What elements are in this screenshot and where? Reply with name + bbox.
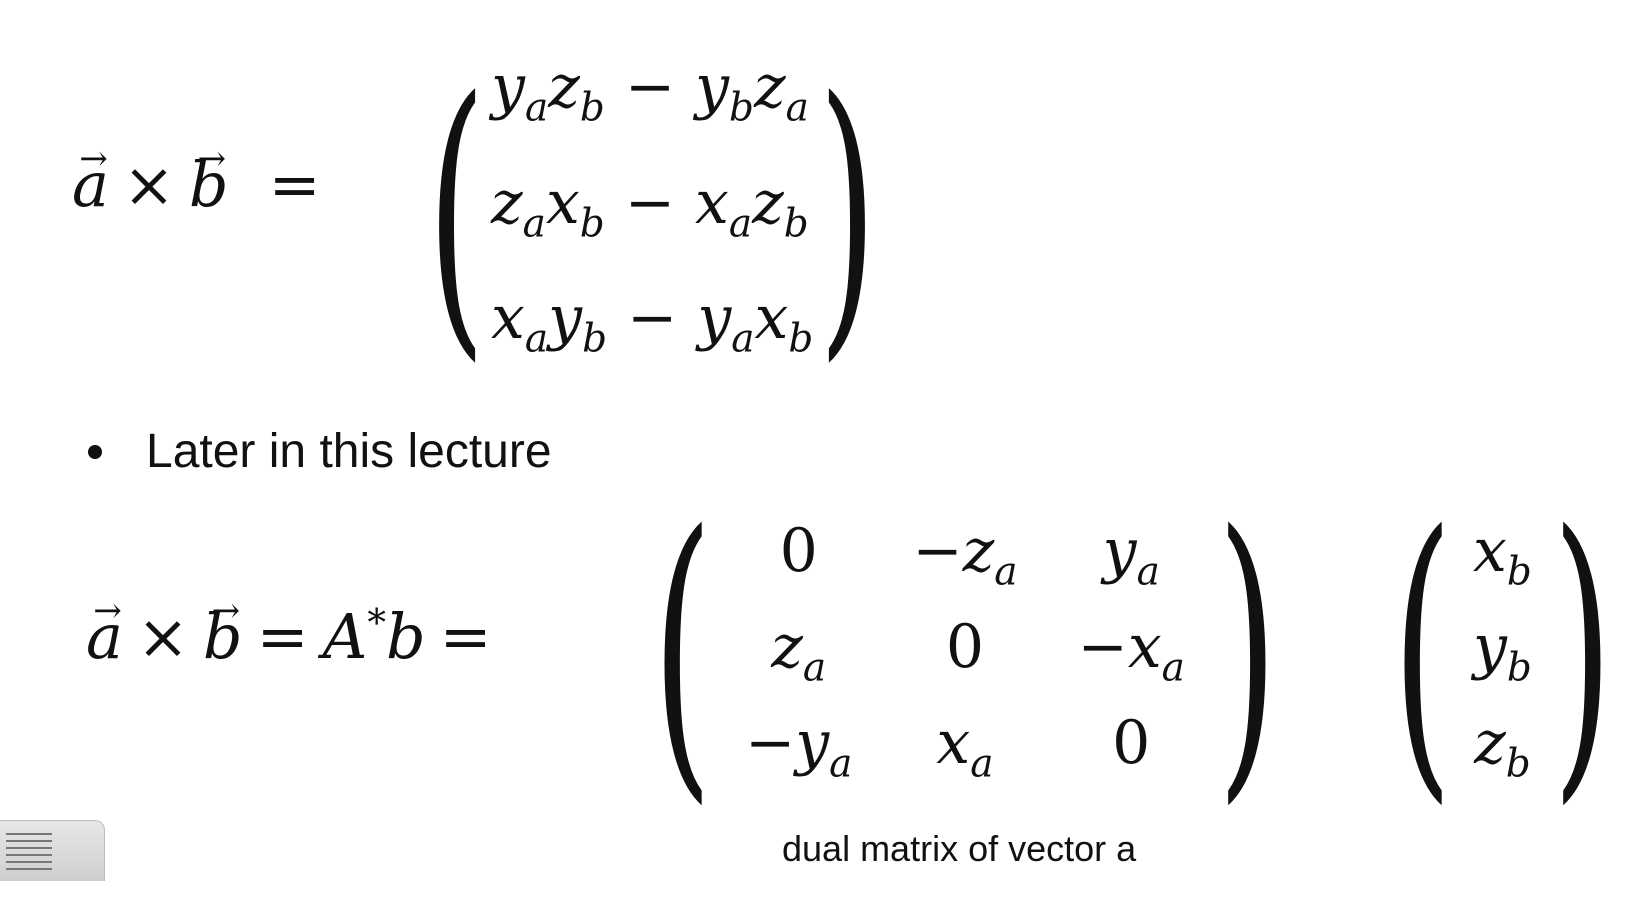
vector-b-table: xb yb zb bbox=[1455, 507, 1550, 795]
vector-b-column: ( xb yb zb ) bbox=[1362, 496, 1628, 806]
vector-cell: xb bbox=[1472, 515, 1532, 595]
times-operator: × bbox=[136, 600, 189, 673]
vector-cell: zb bbox=[1474, 707, 1531, 787]
caption-dual-matrix: dual matrix of vector a bbox=[782, 828, 1137, 869]
times-operator: × bbox=[122, 148, 175, 221]
matrix-cell: xa bbox=[936, 707, 994, 787]
b-symbol: b bbox=[385, 600, 426, 673]
equals-sign: = bbox=[256, 600, 309, 673]
vector-row: xb bbox=[1455, 507, 1550, 603]
vector-cell: yb bbox=[1472, 611, 1532, 691]
equals-sign: = bbox=[268, 148, 321, 221]
component-row-x: yazb − ybza bbox=[491, 52, 809, 131]
vector-b-symbol: → b bbox=[188, 138, 229, 221]
cross-product-vector-1: ( yazb − ybza zaxb − xazb xayb − yaxb ) bbox=[398, 40, 906, 387]
matrix-cell: 0 bbox=[779, 515, 818, 586]
matrix-row: za 0 −xa bbox=[715, 603, 1215, 699]
right-paren: ) bbox=[1552, 470, 1613, 831]
matrix-cell: 0 bbox=[1112, 707, 1151, 778]
equals-sign-2: = bbox=[439, 600, 492, 673]
matrix-cell: ya bbox=[1102, 515, 1160, 595]
star-superscript: * bbox=[367, 600, 386, 645]
matrix-row: −ya xa 0 bbox=[715, 699, 1215, 795]
bullet-dot bbox=[88, 444, 102, 459]
left-paren: ( bbox=[427, 38, 486, 388]
cross-product-lhs-1: → a × → b = bbox=[72, 138, 335, 221]
component-row-y: zaxb − xazb bbox=[491, 167, 809, 247]
corner-thumbnail bbox=[0, 820, 105, 881]
matrix-cell: −ya bbox=[744, 707, 853, 787]
left-paren: ( bbox=[1392, 470, 1453, 831]
vector-row: zb bbox=[1455, 699, 1550, 795]
matrix-cell: −za bbox=[912, 515, 1018, 595]
matrix-cell: 0 bbox=[945, 611, 985, 682]
thumbnail-lines bbox=[6, 833, 52, 873]
vector-a-symbol: → a bbox=[86, 590, 123, 673]
left-paren: ( bbox=[652, 470, 713, 831]
matrix-A-symbol: A bbox=[322, 600, 368, 673]
bullet-text: Later in this lecture bbox=[146, 425, 552, 478]
vector-components: yazb − ybza zaxb − xazb xayb − yaxb bbox=[491, 40, 813, 387]
vector-a-symbol: → a bbox=[72, 138, 109, 221]
dual-matrix: ( 0 −za ya za 0 −xa −ya xa 0 ) bbox=[622, 496, 1308, 806]
bullet-item: Later in this lecture bbox=[88, 424, 552, 479]
right-paren: ) bbox=[1217, 470, 1278, 831]
right-paren: ) bbox=[818, 38, 878, 388]
matrix-row: 0 −za ya bbox=[715, 507, 1215, 603]
vector-b-symbol: → b bbox=[202, 590, 243, 673]
component-row-z: xayb − yaxb bbox=[491, 283, 814, 362]
dual-matrix-table: 0 −za ya za 0 −xa −ya xa 0 bbox=[715, 507, 1215, 795]
vector-row: yb bbox=[1455, 603, 1550, 699]
matrix-cell: −xa bbox=[1077, 611, 1185, 691]
matrix-cell: za bbox=[771, 611, 827, 691]
cross-product-lhs-2: → a × → b = A*b = bbox=[86, 590, 506, 673]
